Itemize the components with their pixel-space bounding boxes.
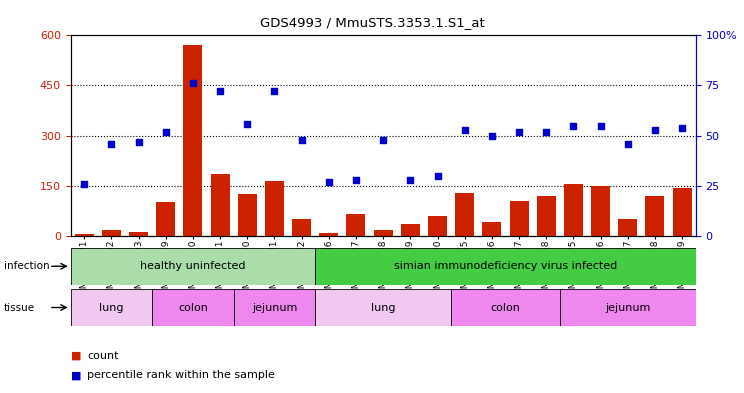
Text: percentile rank within the sample: percentile rank within the sample — [87, 370, 275, 380]
Point — [214, 88, 226, 95]
Point — [160, 129, 172, 135]
Bar — [559, 289, 696, 326]
Text: ■: ■ — [71, 370, 85, 380]
Bar — [673, 188, 692, 236]
Bar — [428, 217, 447, 236]
Text: lung: lung — [99, 303, 124, 312]
Bar — [184, 45, 202, 236]
Bar — [482, 222, 501, 236]
Bar — [451, 289, 559, 326]
Point — [459, 127, 471, 133]
Point — [106, 140, 118, 147]
Point — [78, 180, 90, 187]
Bar — [401, 224, 420, 236]
Bar — [153, 289, 234, 326]
Bar — [238, 194, 257, 236]
Bar — [315, 289, 451, 326]
Text: jejunum: jejunum — [605, 303, 650, 312]
Point — [513, 129, 525, 135]
Point — [568, 122, 580, 129]
Point — [594, 122, 606, 129]
Bar — [211, 174, 230, 236]
Text: count: count — [87, 351, 118, 361]
Bar — [71, 248, 315, 285]
Point — [132, 138, 144, 145]
Bar — [591, 186, 610, 236]
Point — [676, 125, 688, 131]
Point — [405, 176, 417, 183]
Point — [540, 129, 552, 135]
Text: colon: colon — [178, 303, 208, 312]
Point — [295, 136, 307, 143]
Bar — [564, 184, 583, 236]
Bar — [102, 230, 121, 236]
Point — [350, 176, 362, 183]
Bar — [536, 196, 556, 236]
Bar — [347, 214, 365, 236]
Bar — [373, 230, 393, 236]
Bar — [71, 289, 153, 326]
Text: infection: infection — [4, 261, 49, 271]
Point — [187, 80, 199, 86]
Bar — [234, 289, 315, 326]
Point — [622, 140, 634, 147]
Text: GDS4993 / MmuSTS.3353.1.S1_at: GDS4993 / MmuSTS.3353.1.S1_at — [260, 16, 484, 29]
Bar — [265, 181, 284, 236]
Point — [486, 132, 498, 139]
Bar — [292, 219, 311, 236]
Text: colon: colon — [490, 303, 520, 312]
Text: jejunum: jejunum — [251, 303, 297, 312]
Point — [241, 120, 253, 127]
Text: simian immunodeficiency virus infected: simian immunodeficiency virus infected — [394, 261, 617, 271]
Text: healthy uninfected: healthy uninfected — [140, 261, 246, 271]
Text: lung: lung — [371, 303, 395, 312]
Bar — [618, 219, 637, 236]
Bar — [315, 248, 696, 285]
Bar — [455, 193, 474, 236]
Point — [269, 88, 280, 95]
Point — [432, 173, 443, 179]
Text: tissue: tissue — [4, 303, 35, 312]
Bar — [129, 232, 148, 236]
Point — [649, 127, 661, 133]
Bar — [319, 233, 339, 236]
Point — [323, 178, 335, 185]
Bar — [510, 201, 528, 236]
Bar — [645, 196, 664, 236]
Bar — [156, 202, 176, 236]
Bar — [74, 234, 94, 236]
Point — [377, 136, 389, 143]
Text: ■: ■ — [71, 351, 85, 361]
